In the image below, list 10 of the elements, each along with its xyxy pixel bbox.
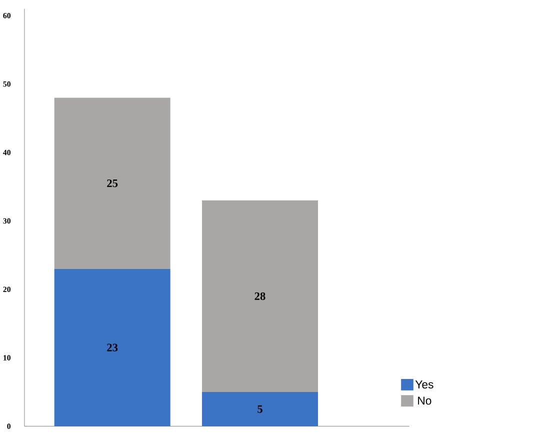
bar [202, 392, 318, 426]
data-label: 28 [254, 292, 266, 300]
data-label: 25 [107, 179, 118, 187]
legend-label: No [418, 396, 432, 405]
legend-label: Yes [415, 380, 434, 388]
bar [54, 98, 170, 269]
data-label: 5 [258, 405, 262, 413]
bar [54, 268, 170, 426]
data-label: 23 [107, 344, 118, 352]
bar [202, 200, 318, 392]
